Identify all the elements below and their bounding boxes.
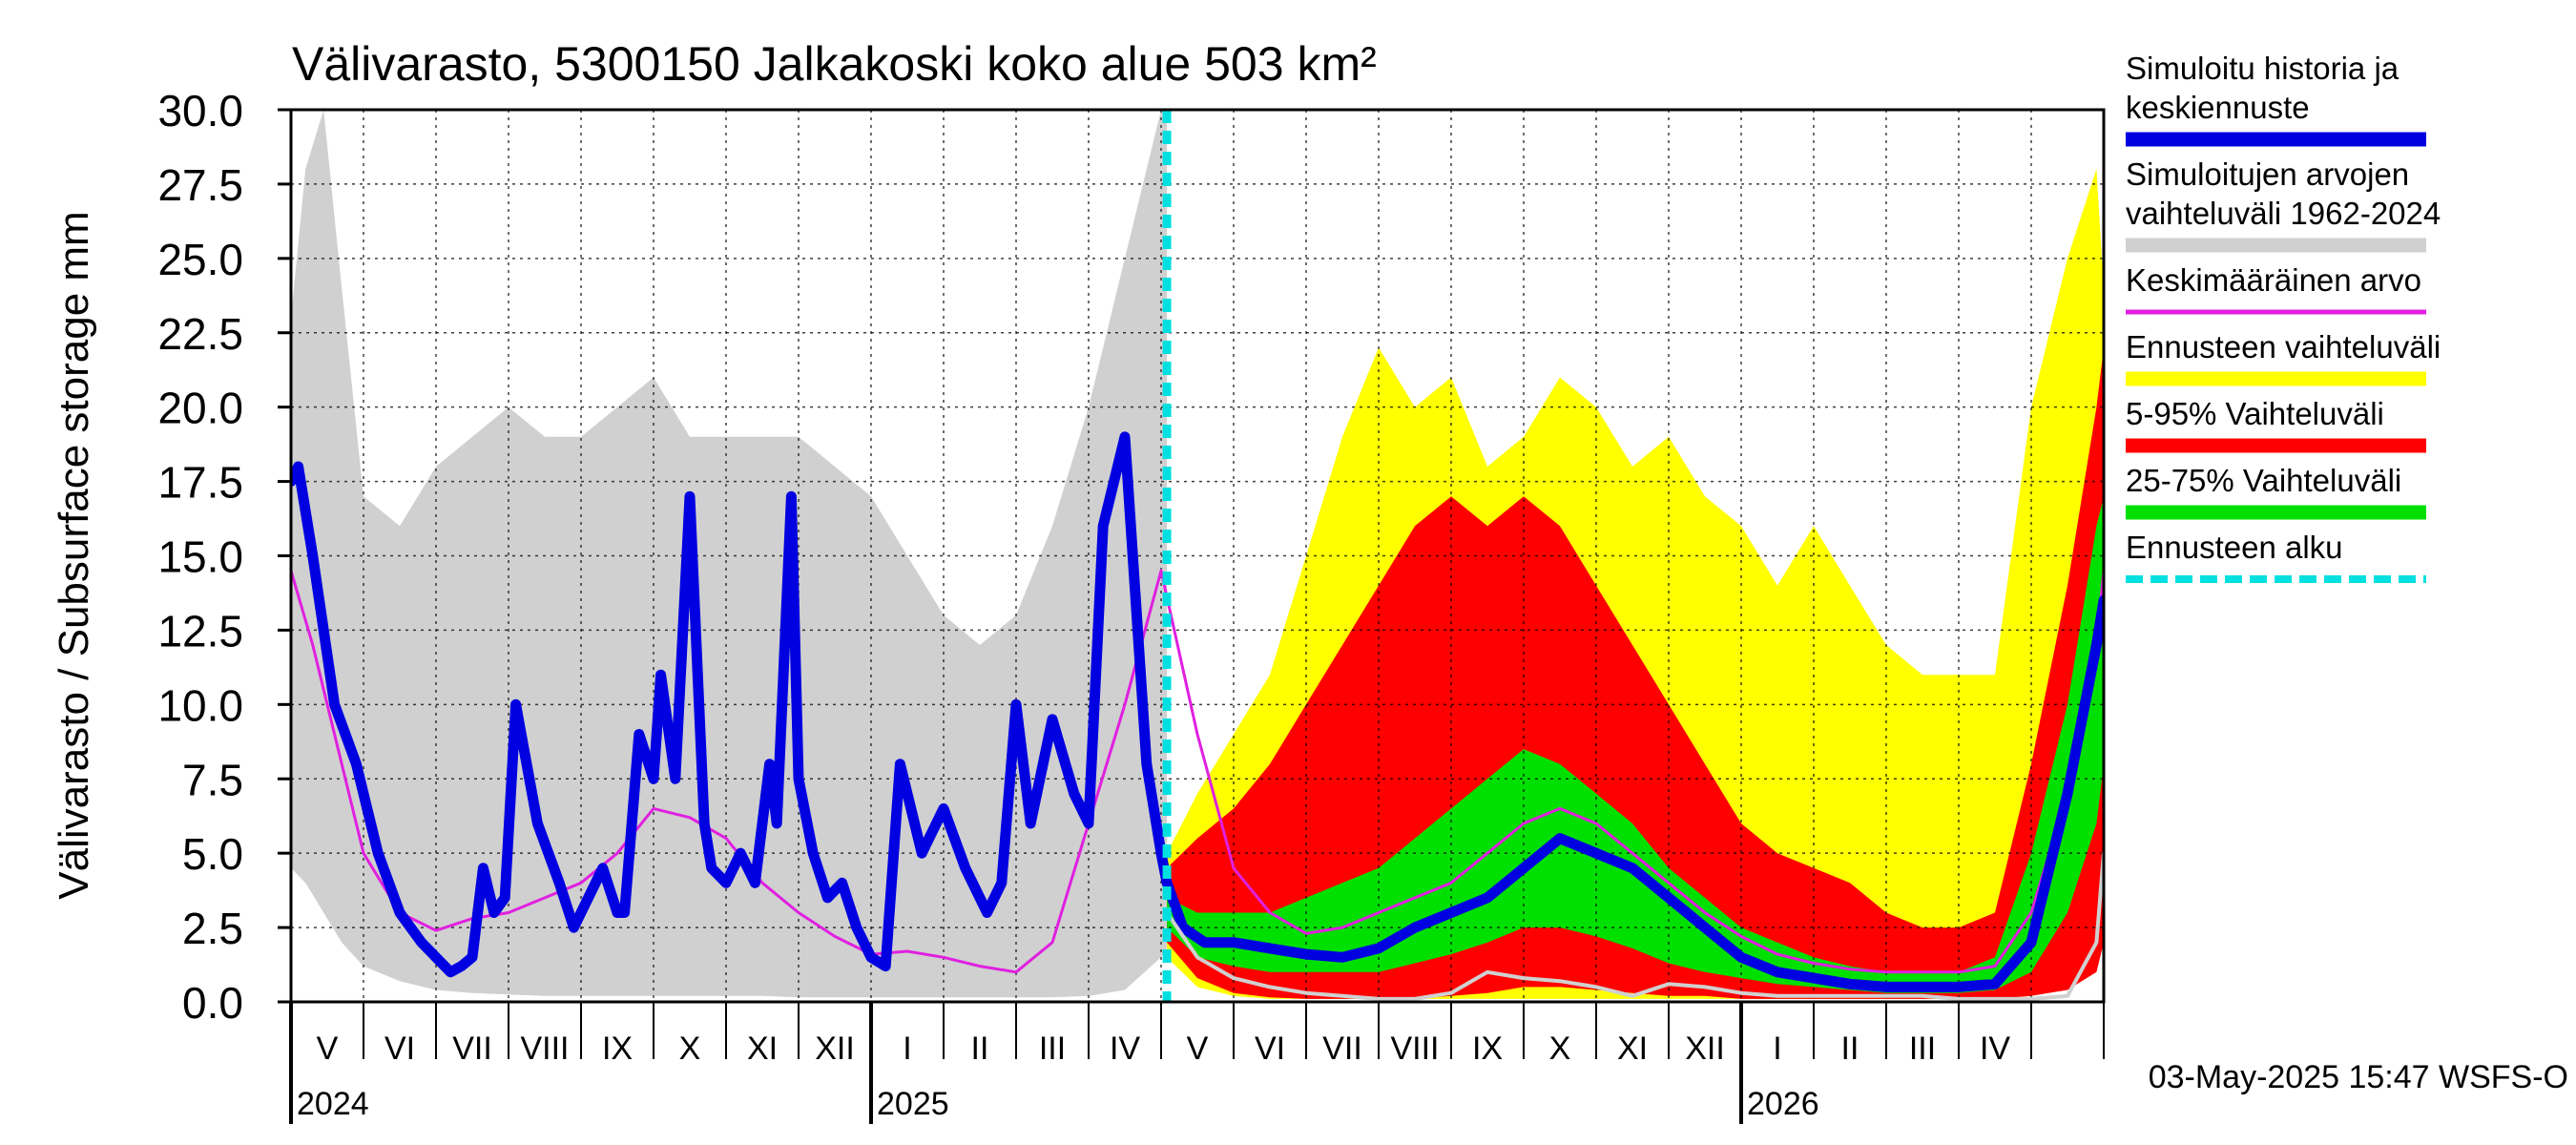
y-tick-label: 20.0 [157,384,243,433]
band-5-95-vaihteluv-li [1167,347,2104,999]
line-keskim-r-inen-arvo [291,569,2104,974]
line-simuloitu-historia-ja-keskiennuste [291,431,2104,992]
legend-label: keskiennuste [2126,90,2310,125]
x-month-label: VI [384,1030,415,1067]
x-month-label: V [1187,1030,1209,1067]
y-tick-label: 12.5 [157,606,243,656]
y-tick-label: 10.0 [157,680,243,730]
y-tick-label: 5.0 [182,829,243,879]
x-month-label: VIII [520,1030,569,1067]
x-month-label: I [903,1030,911,1067]
x-month-label: XII [815,1030,855,1067]
legend-label: Simuloitu historia ja [2126,51,2399,86]
x-month-label: III [1039,1030,1066,1067]
timestamp: 03-May-2025 15:47 WSFS-O [2149,1059,2568,1095]
x-month-label: XI [1617,1030,1648,1067]
y-tick-label: 27.5 [157,160,243,210]
x-year-label: 2025 [877,1086,949,1122]
legend-label: 25-75% Vaihteluväli [2126,463,2401,498]
x-month-label: XI [747,1030,778,1067]
x-month-label: VII [452,1030,492,1067]
band-25-75-vaihteluv-li [1167,496,2104,993]
x-month-label: IV [1110,1030,1140,1067]
x-month-label: V [317,1030,339,1067]
y-tick-label: 15.0 [157,532,243,582]
x-month-label: XII [1685,1030,1725,1067]
x-month-label: I [1773,1030,1781,1067]
legend-label: vaihteluväli 1962-2024 [2126,196,2441,231]
x-month-label: VII [1322,1030,1362,1067]
x-month-label: II [971,1030,989,1067]
x-month-label: IX [602,1030,633,1067]
x-month-label: IX [1472,1030,1503,1067]
chart-title: Välivarasto, 5300150 Jalkakoski koko alu… [292,37,1377,91]
x-month-label: III [1909,1030,1936,1067]
x-month-label: IV [1980,1030,2010,1067]
y-axis-label: Välivarasto / Subsurface storage mm [51,211,97,899]
legend-label: Ennusteen vaihteluväli [2126,329,2441,364]
y-tick-label: 7.5 [182,755,243,804]
x-month-label: X [1549,1030,1571,1067]
legend-label: 5-95% Vaihteluväli [2126,396,2384,431]
y-tick-label: 25.0 [157,235,243,284]
y-tick-label: 22.5 [157,309,243,359]
line-lowest-scenario-trace [1165,851,2104,1001]
y-tick-label: 2.5 [182,904,243,953]
legend-label: Ennusteen alku [2126,530,2343,565]
legend-label: Keskimääräinen arvo [2126,262,2421,298]
x-year-label: 2026 [1747,1086,1819,1122]
x-month-label: VI [1255,1030,1285,1067]
x-year-label: 2024 [297,1086,369,1122]
x-month-label: II [1841,1030,1859,1067]
y-tick-label: 30.0 [157,86,243,135]
x-month-label: VIII [1390,1030,1439,1067]
y-tick-label: 0.0 [182,978,243,1028]
y-tick-label: 17.5 [157,458,243,508]
legend-label: Simuloitujen arvojen [2126,156,2409,192]
x-month-label: X [679,1030,701,1067]
